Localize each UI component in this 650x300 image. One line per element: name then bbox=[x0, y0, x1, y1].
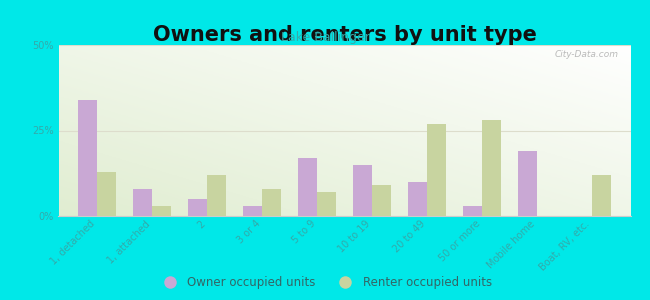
Bar bbox=[242, 206, 262, 216]
Bar bbox=[97, 172, 116, 216]
Bar bbox=[372, 185, 391, 216]
Bar bbox=[408, 182, 427, 216]
Text: City-Data.com: City-Data.com bbox=[555, 50, 619, 59]
Bar bbox=[133, 189, 152, 216]
Bar bbox=[518, 151, 537, 216]
Bar bbox=[592, 175, 611, 216]
Text: Lake Ballinger: Lake Ballinger bbox=[281, 32, 369, 44]
Title: Owners and renters by unit type: Owners and renters by unit type bbox=[153, 25, 536, 45]
Bar bbox=[482, 120, 501, 216]
Bar bbox=[152, 206, 171, 216]
Bar bbox=[463, 206, 482, 216]
Bar bbox=[207, 175, 226, 216]
Bar bbox=[317, 192, 336, 216]
Bar bbox=[262, 189, 281, 216]
Bar bbox=[188, 199, 207, 216]
Legend: Owner occupied units, Renter occupied units: Owner occupied units, Renter occupied un… bbox=[153, 272, 497, 294]
Bar bbox=[427, 124, 447, 216]
Bar bbox=[78, 100, 97, 216]
Bar bbox=[298, 158, 317, 216]
Bar bbox=[353, 165, 372, 216]
